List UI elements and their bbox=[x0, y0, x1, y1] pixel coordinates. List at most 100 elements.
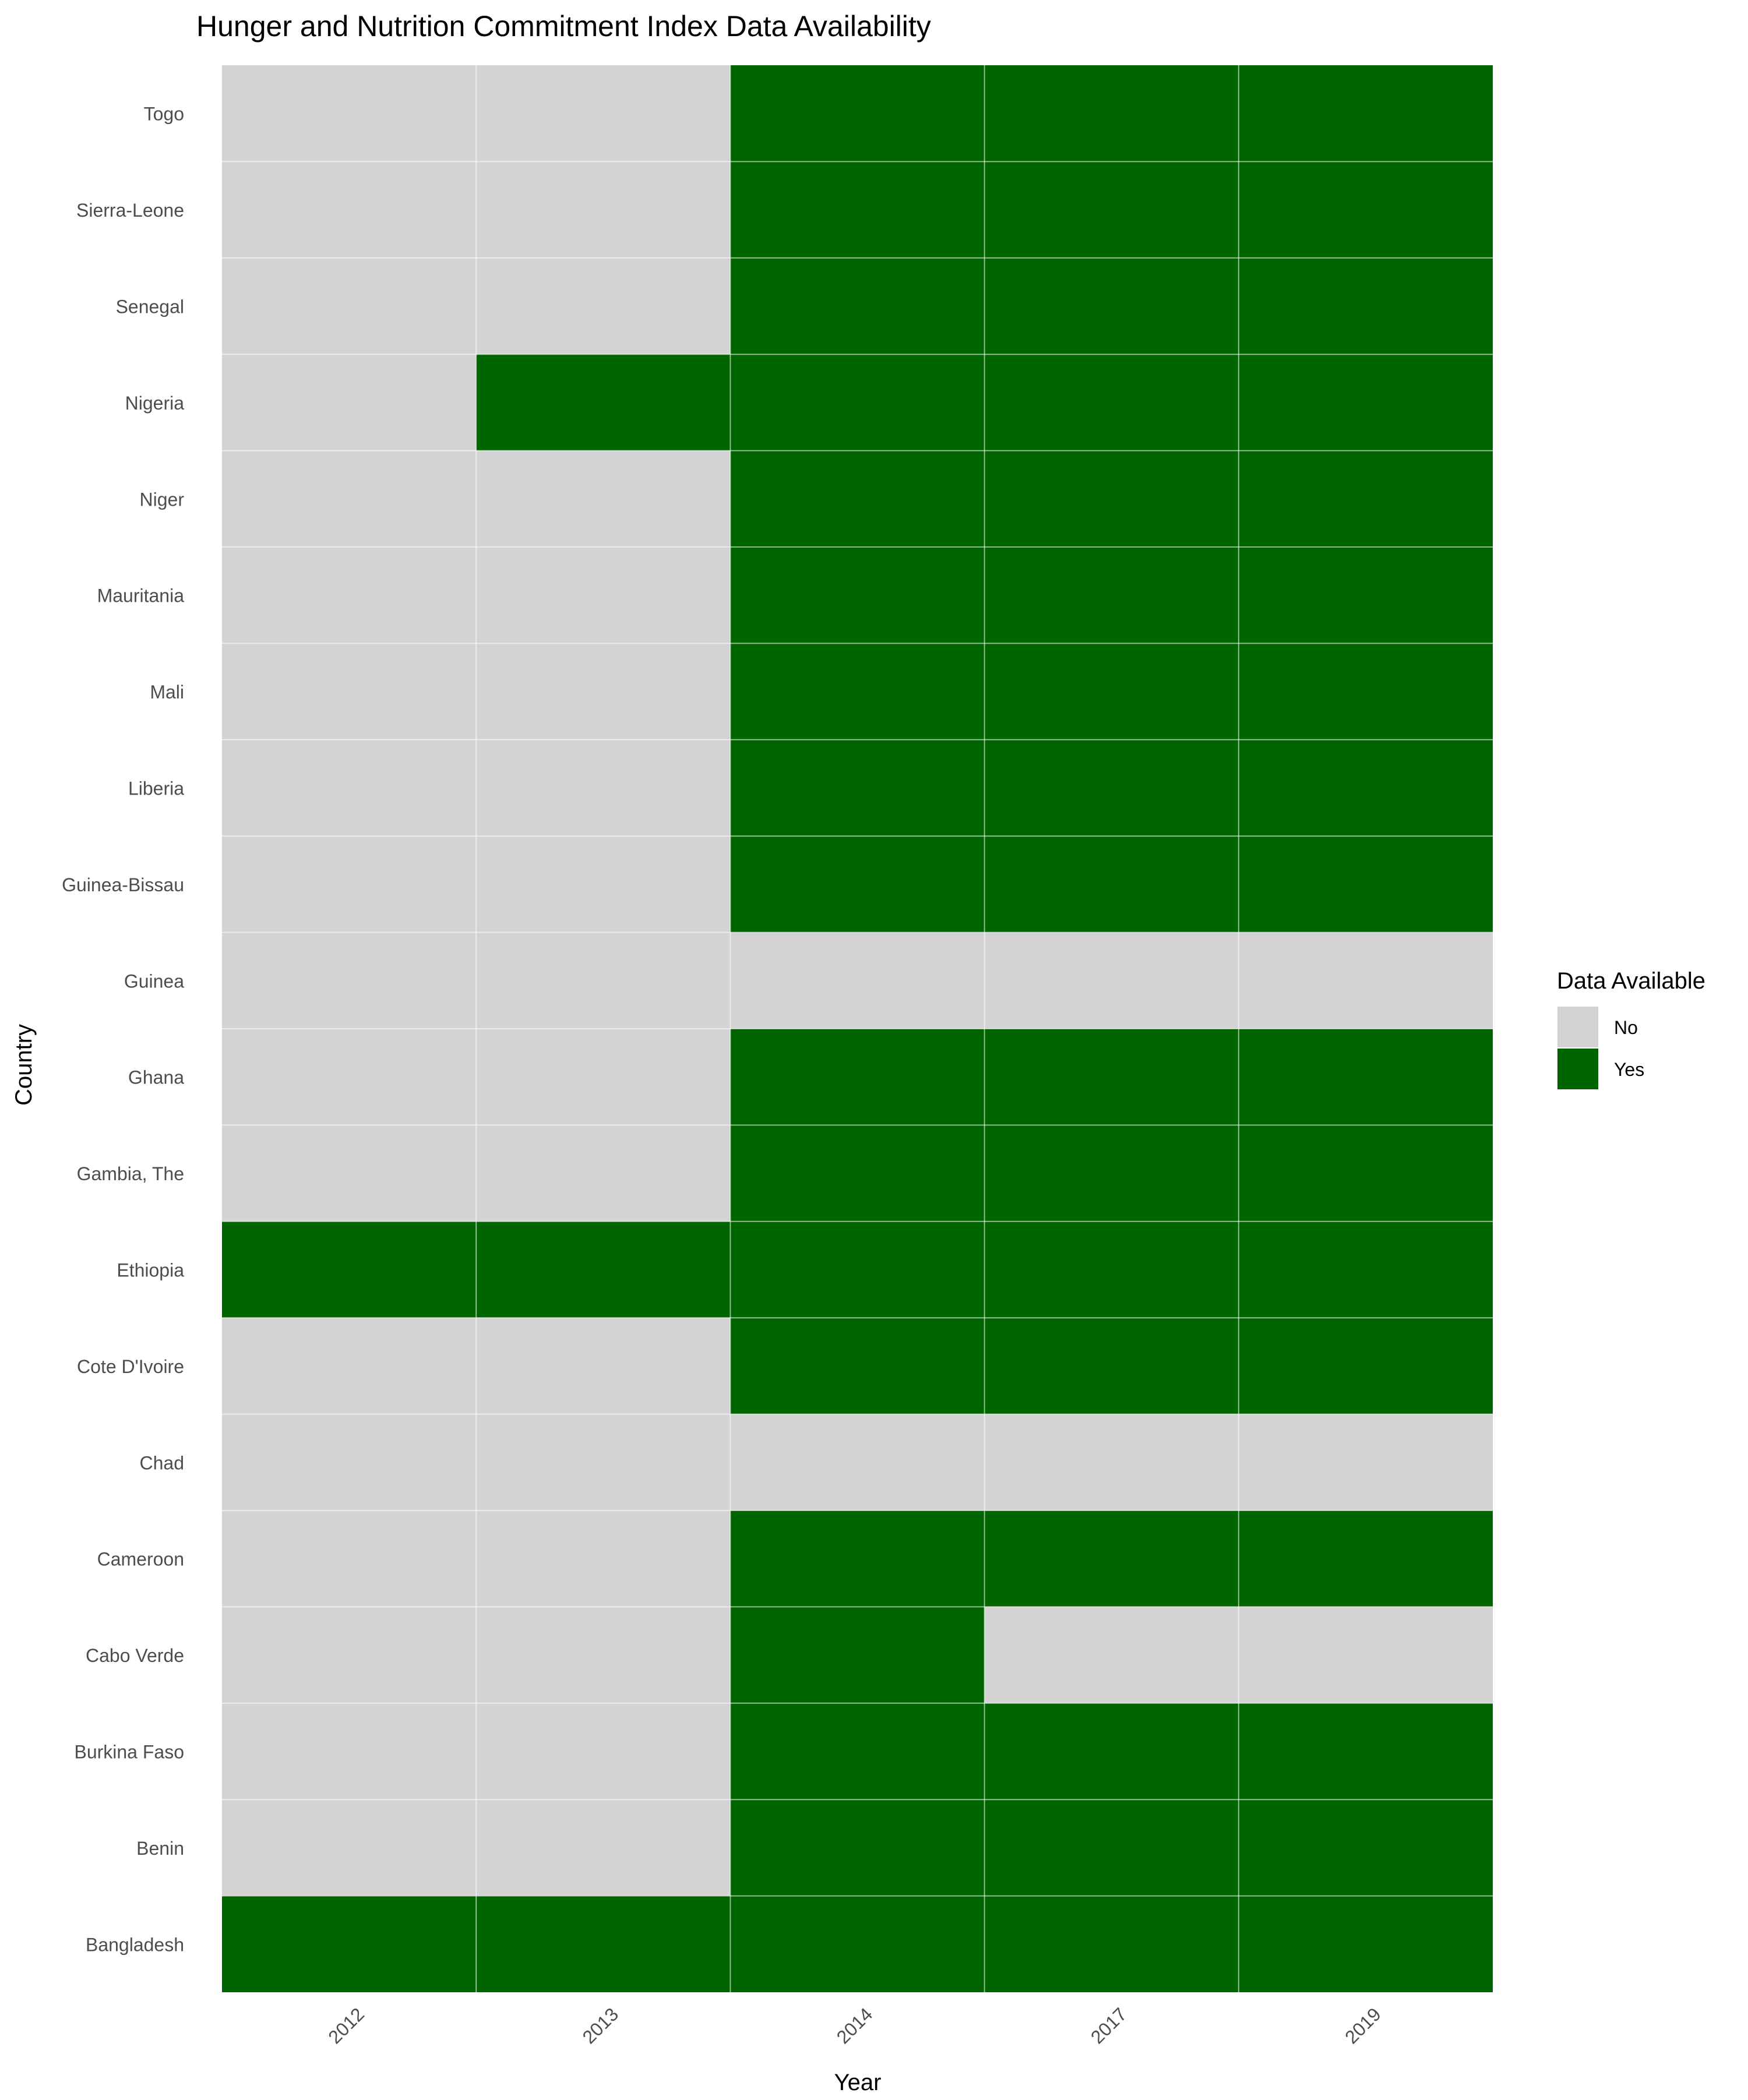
x-axis-label: Year bbox=[834, 2070, 882, 2095]
y-tick-label: Cameroon bbox=[97, 1549, 184, 1570]
y-axis-tick-labels: Togo Sierra-Leone Senegal Nigeria Niger Mauri… bbox=[62, 104, 184, 1956]
heatmap-cell bbox=[476, 932, 731, 1029]
heatmap-cell bbox=[730, 1029, 985, 1125]
heatmap-cell bbox=[984, 1029, 1239, 1125]
chart-title: Hunger and Nutrition Commitment Index Da… bbox=[196, 10, 931, 43]
heatmap-cell bbox=[1238, 739, 1493, 837]
legend-label: No bbox=[1614, 1017, 1638, 1038]
heatmap-cell bbox=[730, 65, 985, 162]
heatmap-cell bbox=[984, 836, 1239, 933]
heatmap-cell bbox=[730, 1799, 985, 1896]
heatmap-cell bbox=[476, 1510, 731, 1607]
heatmap-cell bbox=[1238, 1896, 1493, 1992]
heatmap-cell bbox=[1238, 354, 1493, 451]
legend-key bbox=[1556, 1047, 1599, 1090]
y-tick-label: Liberia bbox=[128, 778, 184, 799]
heatmap-cell bbox=[984, 739, 1239, 837]
y-tick-label: Guinea bbox=[124, 970, 184, 991]
heatmap-cell bbox=[984, 1414, 1239, 1510]
heatmap-cell bbox=[730, 739, 985, 837]
heatmap-cell bbox=[984, 1125, 1239, 1222]
y-tick-label: Bangladesh bbox=[86, 1934, 184, 1955]
heatmap-cell bbox=[476, 1125, 731, 1222]
y-axis-label: Country bbox=[11, 1024, 37, 1106]
heatmap-cell bbox=[1238, 65, 1493, 162]
heatmap-cell bbox=[476, 547, 731, 644]
heatmap-cell bbox=[984, 643, 1239, 740]
heatmap-cell bbox=[476, 450, 731, 547]
heatmap-cell bbox=[730, 932, 985, 1029]
heatmap-cell bbox=[984, 547, 1239, 644]
heatmap-cell bbox=[222, 1414, 477, 1510]
heatmap-cell bbox=[1238, 1125, 1493, 1222]
y-tick-label: Guinea-Bissau bbox=[62, 874, 184, 895]
heatmap-cell bbox=[1238, 161, 1493, 258]
heatmap-cell bbox=[476, 1318, 731, 1414]
heatmap-cells bbox=[222, 65, 1493, 1992]
heatmap-cell bbox=[730, 1318, 985, 1414]
heatmap-cell bbox=[222, 836, 477, 933]
heatmap-cell bbox=[984, 1799, 1239, 1896]
heatmap-cell bbox=[222, 354, 477, 451]
heatmap-cell bbox=[476, 354, 731, 451]
heatmap-cell bbox=[984, 1318, 1239, 1414]
heatmap-cell bbox=[222, 547, 477, 644]
heatmap-cell bbox=[1238, 1029, 1493, 1125]
heatmap-cell bbox=[222, 65, 477, 162]
grid-lines bbox=[222, 65, 1493, 1992]
x-tick-label: 2013 bbox=[578, 2003, 622, 2048]
heatmap-cell bbox=[730, 836, 985, 933]
heatmap-cell bbox=[984, 932, 1239, 1029]
y-tick-label: Cabo Verde bbox=[86, 1645, 184, 1666]
heatmap-cell bbox=[1238, 932, 1493, 1029]
heatmap-cell bbox=[730, 1607, 985, 1703]
heatmap-cell bbox=[1238, 450, 1493, 547]
x-tick-label: 2017 bbox=[1087, 2003, 1131, 2048]
heatmap-cell bbox=[730, 1510, 985, 1607]
heatmap-cell bbox=[222, 257, 477, 355]
y-tick-label: Ethiopia bbox=[117, 1260, 184, 1281]
x-tick-label: 2014 bbox=[833, 2003, 877, 2048]
legend: Data Available No Yes bbox=[1556, 968, 1705, 1090]
heatmap-cell bbox=[476, 1029, 731, 1125]
heatmap-cell bbox=[730, 1703, 985, 1800]
heatmap-cell bbox=[984, 257, 1239, 355]
legend-entries: No Yes bbox=[1556, 1005, 1644, 1090]
legend-title: Data Available bbox=[1557, 968, 1705, 994]
heatmap-cell bbox=[984, 1896, 1239, 1992]
x-axis-tick-labels: 2012 2013 2014 2017 2019 bbox=[324, 2003, 1385, 2048]
heatmap-cell bbox=[984, 1221, 1239, 1318]
heatmap-cell bbox=[476, 836, 731, 933]
heatmap-cell bbox=[222, 161, 477, 258]
heatmap-cell bbox=[222, 932, 477, 1029]
heatmap-cell bbox=[222, 1799, 477, 1896]
heatmap-cell bbox=[222, 1703, 477, 1800]
heatmap-cell bbox=[1238, 1318, 1493, 1414]
heatmap-cell bbox=[1238, 1221, 1493, 1318]
y-tick-label: Nigeria bbox=[125, 393, 185, 414]
y-tick-label: Chad bbox=[140, 1452, 185, 1473]
heatmap-cell bbox=[476, 257, 731, 355]
heatmap-cell bbox=[730, 1221, 985, 1318]
x-tick-label: 2012 bbox=[324, 2003, 368, 2048]
heatmap-cell bbox=[984, 354, 1239, 451]
heatmap-cell bbox=[1238, 1510, 1493, 1607]
heatmap-cell bbox=[476, 1896, 731, 1992]
heatmap-cell bbox=[730, 643, 985, 740]
y-tick-label: Benin bbox=[136, 1838, 184, 1859]
heatmap-cell bbox=[984, 1703, 1239, 1800]
heatmap-cell bbox=[730, 1896, 985, 1992]
heatmap-cell bbox=[1238, 547, 1493, 644]
heatmap-cell bbox=[222, 1318, 477, 1414]
heatmap-cell bbox=[222, 1510, 477, 1607]
y-tick-label: Togo bbox=[144, 104, 184, 125]
heatmap-cell bbox=[1238, 1414, 1493, 1510]
heatmap-cell bbox=[1238, 836, 1493, 933]
y-tick-label: Senegal bbox=[116, 297, 184, 317]
y-tick-label: Niger bbox=[140, 489, 185, 510]
y-tick-label: Ghana bbox=[128, 1067, 184, 1088]
heatmap-cell bbox=[476, 1799, 731, 1896]
heatmap-cell bbox=[476, 739, 731, 837]
heatmap-cell bbox=[984, 450, 1239, 547]
